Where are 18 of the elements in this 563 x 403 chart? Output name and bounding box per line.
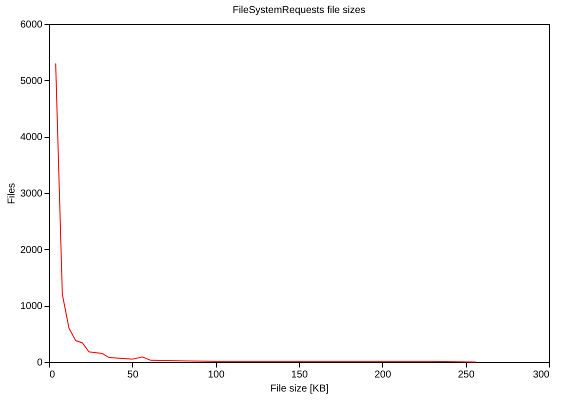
y-tick-label: 4000 xyxy=(20,132,43,144)
y-tick-label: 3000 xyxy=(20,188,43,200)
x-tick-label: 250 xyxy=(458,370,475,380)
y-tick-label: 2000 xyxy=(20,244,43,256)
x-tick-label: 100 xyxy=(208,370,225,380)
y-axis-title: Files xyxy=(6,182,18,204)
x-tick-label: 0 xyxy=(50,370,56,380)
chart-title: FileSystemRequests file sizes xyxy=(232,5,366,16)
x-tick-label: 150 xyxy=(291,370,308,380)
y-tick-label: 5000 xyxy=(20,76,43,87)
x-tick-label: 200 xyxy=(374,370,392,380)
line-series xyxy=(55,62,476,362)
y-tick-label: 1000 xyxy=(20,301,43,312)
y-tick-label: 6000 xyxy=(20,20,43,30)
x-axis-title: File size [KB] xyxy=(270,384,329,394)
x-tick-label: 300 xyxy=(532,370,550,380)
y-tick-label: 0 xyxy=(36,358,43,368)
x-tick-label: 50 xyxy=(127,370,139,380)
